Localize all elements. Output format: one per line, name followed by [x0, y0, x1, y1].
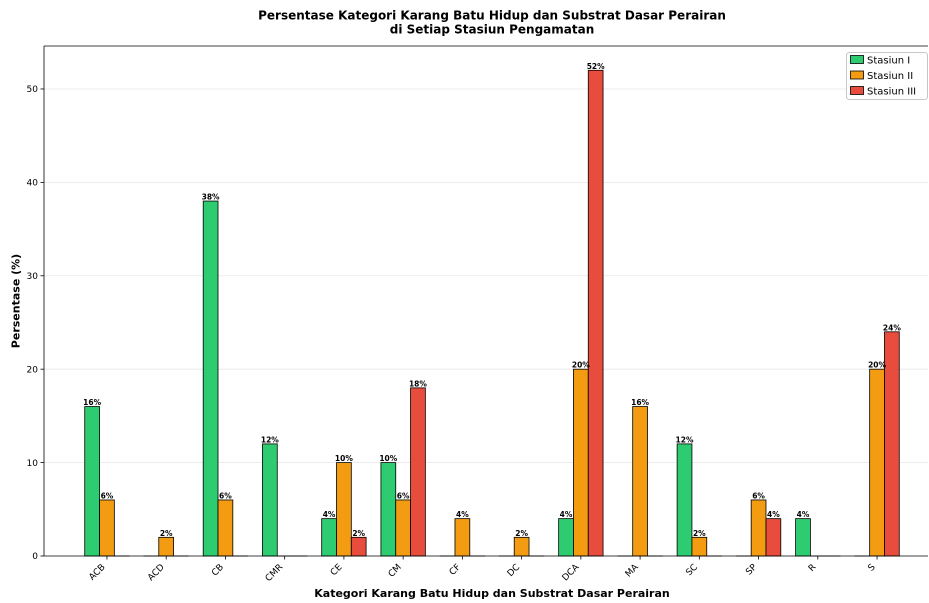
- bars: [84, 69, 900, 557]
- data-label: 4%: [767, 510, 780, 519]
- data-label: 24%: [883, 323, 901, 332]
- data-label: 20%: [572, 361, 590, 370]
- data-label: 4%: [456, 510, 469, 519]
- data-labels: 16% 38% 12% 4% 10% 4% 12% 4% 6% 2% 6% 10% 6% 4% 2% 20% 1…: [83, 62, 901, 538]
- legend-swatch: [850, 55, 864, 64]
- bar-s1-r: [795, 518, 811, 557]
- bar-s2-acb: [99, 499, 115, 557]
- data-label: 52%: [587, 62, 605, 71]
- data-label: 6%: [397, 491, 410, 500]
- data-label: 6%: [752, 491, 765, 500]
- data-label: 4%: [323, 510, 336, 519]
- data-label: 2%: [515, 529, 528, 538]
- legend-label: Stasiun II: [867, 71, 913, 82]
- legend-swatch: [850, 70, 864, 80]
- bar-s1-acb: [84, 406, 100, 557]
- bar-s3-ce: [350, 536, 367, 557]
- axes-frame: [43, 45, 928, 557]
- legend: Stasiun I Stasiun II Stasiun III: [846, 52, 928, 100]
- legend-item-stasiun-iii: Stasiun III: [850, 86, 916, 97]
- bar-s1-cb: [202, 200, 219, 557]
- data-label: 20%: [868, 361, 886, 370]
- bar-s1-sc: [676, 443, 693, 557]
- legend-swatch: [850, 86, 864, 95]
- x-axis-label: Kategori Karang Batu Hidup dan Substrat …: [314, 587, 670, 600]
- y-tick-label: 40: [27, 179, 39, 189]
- y-tick-label: 30: [27, 272, 39, 282]
- y-tick-label: 10: [27, 459, 39, 469]
- bar-s1-ce: [321, 518, 337, 557]
- data-label: 6%: [101, 491, 114, 500]
- bar-s2-ce: [336, 462, 352, 557]
- y-tick-label: 20: [27, 365, 39, 375]
- bar-s2-sp: [750, 499, 767, 557]
- bar-s2-ma: [632, 406, 648, 557]
- bar-s3-sp: [765, 518, 782, 557]
- bar-s2-sc: [691, 536, 708, 557]
- bar-s2-s: [869, 368, 885, 557]
- y-gridlines: [44, 88, 928, 463]
- data-label: 4%: [560, 510, 573, 519]
- bar-s2-acd: [158, 536, 174, 557]
- data-label: 2%: [352, 529, 365, 538]
- data-label: 10%: [379, 454, 397, 463]
- data-label: 16%: [631, 398, 649, 407]
- bar-s2-cm: [395, 499, 411, 557]
- y-tick-label: 50: [27, 85, 39, 95]
- legend-item-stasiun-ii: Stasiun II: [850, 70, 913, 82]
- chart-title-line-2: di Setiap Stasiun Pengamatan: [390, 23, 595, 37]
- legend-label: Stasiun I: [867, 55, 910, 66]
- y-tick-label: 0: [32, 552, 38, 562]
- legend-label: Stasiun III: [867, 86, 916, 97]
- bar-s2-cf: [454, 518, 471, 557]
- y-axis-ticks: 0 10 20 30 40 50: [27, 85, 44, 562]
- bar-s1-cmr: [262, 443, 278, 557]
- bar-s1-dca: [558, 518, 574, 557]
- bar-s1-cm: [380, 462, 397, 557]
- data-label: 12%: [676, 435, 694, 444]
- x-tick-label: R: [807, 563, 819, 575]
- bar-s2-dca: [573, 368, 589, 557]
- bar-s2-cb: [217, 499, 234, 557]
- data-label: 10%: [335, 454, 353, 463]
- data-label: 2%: [693, 529, 706, 538]
- x-tick-label: S: [867, 562, 878, 573]
- data-label: 6%: [219, 491, 232, 500]
- y-axis-label: Persentase (%): [10, 254, 23, 348]
- legend-item-stasiun-i: Stasiun I: [850, 55, 910, 66]
- chart-title-line-1: Persentase Kategori Karang Batu Hidup da…: [258, 9, 726, 23]
- data-label: 2%: [160, 529, 173, 538]
- bar-s3-cm: [410, 387, 426, 557]
- data-label: 12%: [261, 435, 279, 444]
- data-label: 38%: [202, 193, 220, 202]
- data-label: 18%: [409, 379, 427, 388]
- bar-s3-dca: [587, 69, 604, 557]
- data-label: 16%: [83, 398, 101, 407]
- data-label: 4%: [797, 510, 810, 519]
- bar-s2-dc: [513, 536, 530, 557]
- legend-frame: [846, 52, 928, 100]
- bar-s3-s: [884, 331, 900, 557]
